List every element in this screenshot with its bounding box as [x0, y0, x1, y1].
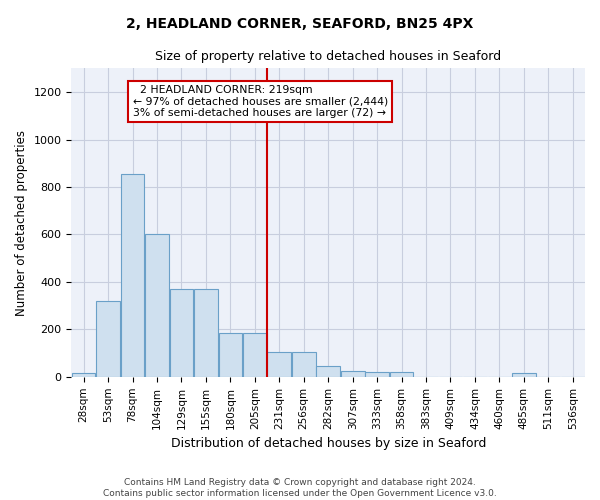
- Bar: [365, 372, 389, 377]
- Bar: [390, 372, 413, 377]
- Bar: [121, 174, 145, 377]
- Bar: [145, 234, 169, 377]
- X-axis label: Distribution of detached houses by size in Seaford: Distribution of detached houses by size …: [170, 437, 486, 450]
- Text: Contains HM Land Registry data © Crown copyright and database right 2024.
Contai: Contains HM Land Registry data © Crown c…: [103, 478, 497, 498]
- Bar: [341, 371, 365, 377]
- Title: Size of property relative to detached houses in Seaford: Size of property relative to detached ho…: [155, 50, 501, 63]
- Bar: [268, 352, 291, 377]
- Bar: [72, 374, 95, 377]
- Bar: [292, 352, 316, 377]
- Bar: [243, 333, 266, 377]
- Bar: [96, 301, 120, 377]
- Text: 2, HEADLAND CORNER, SEAFORD, BN25 4PX: 2, HEADLAND CORNER, SEAFORD, BN25 4PX: [127, 18, 473, 32]
- Bar: [170, 289, 193, 377]
- Text: 2 HEADLAND CORNER: 219sqm
← 97% of detached houses are smaller (2,444)
3% of sem: 2 HEADLAND CORNER: 219sqm ← 97% of detac…: [133, 85, 388, 118]
- Bar: [194, 289, 218, 377]
- Y-axis label: Number of detached properties: Number of detached properties: [15, 130, 28, 316]
- Bar: [218, 333, 242, 377]
- Bar: [316, 366, 340, 377]
- Bar: [512, 374, 536, 377]
